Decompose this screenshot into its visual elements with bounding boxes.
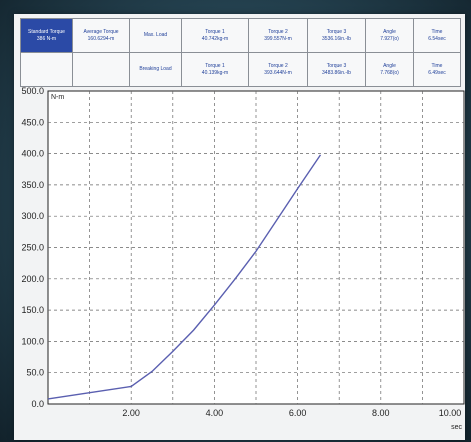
y-tick-label: 50.0 — [26, 368, 44, 378]
x-tick-label: 10.00 — [439, 408, 462, 418]
y-axis-label: N-m — [51, 94, 64, 101]
x-axis-label: sec — [451, 424, 462, 431]
y-tick-label: 200.0 — [21, 274, 44, 284]
x-tick-label: 6.00 — [289, 408, 307, 418]
y-tick-label: 400.0 — [21, 149, 44, 159]
y-tick-label: 300.0 — [21, 211, 44, 221]
y-tick-label: 250.0 — [21, 243, 44, 253]
x-tick-label: 2.00 — [122, 408, 140, 418]
x-tick-label: 8.00 — [372, 408, 390, 418]
y-tick-label: 350.0 — [21, 180, 44, 190]
y-tick-label: 150.0 — [21, 305, 44, 315]
y-tick-label: 500.0 — [21, 86, 44, 96]
y-tick-label: 0.0 — [31, 399, 44, 409]
x-tick-label: 4.00 — [206, 408, 224, 418]
y-tick-label: 450.0 — [21, 117, 44, 127]
y-tick-label: 100.0 — [21, 336, 44, 346]
